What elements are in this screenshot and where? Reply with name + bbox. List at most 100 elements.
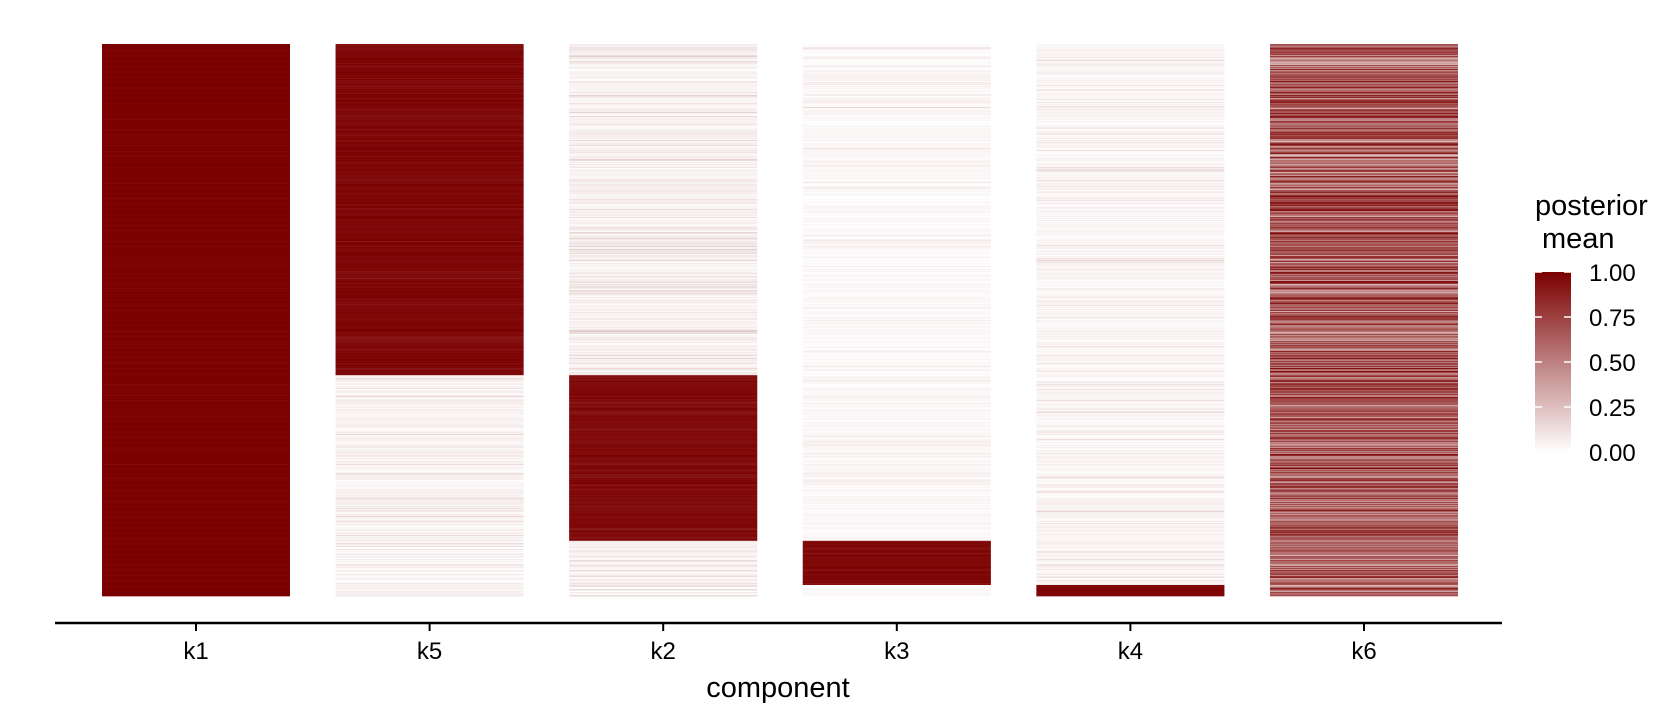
- heatmap-cell: [335, 211, 524, 213]
- heatmap-cell: [335, 575, 524, 576]
- heatmap-cell: [569, 192, 758, 194]
- heatmap-cell: [569, 493, 758, 495]
- heatmap-cell: [1036, 440, 1225, 442]
- heatmap-cell: [102, 411, 290, 413]
- heatmap-cell: [1036, 67, 1225, 69]
- heatmap-cell: [1036, 50, 1225, 52]
- heatmap-cell: [335, 435, 524, 437]
- heatmap-cell: [102, 74, 290, 76]
- heatmap-cell: [1036, 501, 1225, 502]
- heatmap-cell: [1036, 557, 1225, 559]
- heatmap-cell: [1036, 164, 1225, 166]
- heatmap-cell: [569, 242, 758, 244]
- heatmap-cell: [335, 475, 524, 477]
- heatmap-cell: [1036, 72, 1225, 74]
- heatmap-cell: [102, 90, 290, 92]
- heatmap-cell: [335, 260, 524, 262]
- heatmap-cell: [102, 117, 290, 119]
- heatmap-cell: [102, 73, 290, 75]
- heatmap-cell: [802, 455, 991, 457]
- heatmap-cell: [1036, 161, 1225, 163]
- heatmap-cell: [802, 440, 991, 442]
- heatmap-cell: [335, 240, 524, 242]
- heatmap-cell: [569, 249, 758, 251]
- heatmap-cell: [802, 150, 991, 152]
- heatmap-cell: [802, 498, 991, 500]
- heatmap-cell: [1036, 417, 1225, 419]
- heatmap-cell: [569, 358, 758, 360]
- heatmap-cell: [335, 466, 524, 468]
- heatmap-cell: [569, 534, 758, 536]
- heatmap-cell: [335, 92, 524, 94]
- heatmap-cell: [335, 173, 524, 175]
- heatmap-cell: [569, 249, 758, 251]
- heatmap-cell: [802, 349, 991, 351]
- heatmap-cell: [102, 540, 290, 542]
- heatmap-cell: [1036, 497, 1225, 499]
- heatmap-cell: [335, 479, 524, 481]
- heatmap-cell: [102, 104, 290, 106]
- heatmap-cell: [802, 533, 991, 534]
- heatmap-cell: [802, 284, 991, 286]
- heatmap-cell: [335, 241, 524, 242]
- heatmap-cell: [102, 63, 290, 65]
- heatmap-cell: [1036, 207, 1225, 209]
- heatmap-cell: [102, 392, 290, 394]
- heatmap-cell: [802, 572, 991, 574]
- heatmap-cell: [1036, 495, 1225, 497]
- heatmap-cell: [335, 342, 524, 343]
- heatmap-cell: [335, 84, 524, 86]
- heatmap-cell: [802, 170, 991, 172]
- heatmap-cell: [569, 99, 758, 101]
- heatmap-cell: [335, 198, 524, 200]
- heatmap-cell: [335, 223, 524, 225]
- heatmap-cell: [802, 135, 991, 136]
- heatmap-cell: [1036, 122, 1225, 124]
- heatmap-cell: [802, 279, 991, 281]
- heatmap-cell: [335, 410, 524, 412]
- heatmap-cell: [335, 309, 524, 311]
- heatmap-cell: [569, 80, 758, 82]
- heatmap-cell: [102, 308, 290, 310]
- heatmap-cell: [1036, 252, 1225, 253]
- heatmap-cell: [569, 91, 758, 93]
- heatmap-cell: [802, 464, 991, 466]
- heatmap-cell: [802, 551, 991, 553]
- heatmap-cell: [1036, 182, 1225, 183]
- heatmap-cell: [102, 313, 290, 315]
- heatmap-cell: [102, 529, 290, 531]
- heatmap-cell: [569, 164, 758, 166]
- heatmap-cell: [335, 493, 524, 495]
- heatmap-cell: [335, 267, 524, 269]
- heatmap-cell: [569, 287, 758, 289]
- heatmap-cell: [335, 296, 524, 298]
- heatmap-cell: [335, 373, 524, 375]
- heatmap-cell: [335, 214, 524, 216]
- heatmap-cell: [102, 290, 290, 292]
- heatmap-cell: [802, 321, 991, 323]
- heatmap-cell: [802, 388, 991, 390]
- heatmap-cell: [1036, 455, 1225, 457]
- heatmap-cell: [1036, 483, 1225, 485]
- heatmap-cell: [569, 248, 758, 250]
- heatmap-cell: [1036, 238, 1225, 240]
- heatmap-cell: [569, 507, 758, 509]
- heatmap-cell: [1036, 375, 1225, 377]
- heatmap-cell: [569, 357, 758, 359]
- heatmap-cell: [569, 412, 758, 414]
- heatmap-cell: [569, 90, 758, 92]
- heatmap-cell: [569, 577, 758, 579]
- heatmap-cell: [1036, 241, 1225, 243]
- heatmap-cell: [1036, 227, 1225, 229]
- heatmap-cell: [1036, 424, 1225, 426]
- heatmap-cell: [569, 451, 758, 453]
- heatmap-cell: [1036, 210, 1225, 212]
- heatmap-cell: [1036, 431, 1225, 433]
- heatmap-cell: [802, 405, 991, 406]
- heatmap-cell: [335, 424, 524, 426]
- heatmap-cell: [1036, 184, 1225, 186]
- heatmap-cell: [569, 215, 758, 217]
- heatmap-cell: [802, 280, 991, 282]
- heatmap-cell: [802, 180, 991, 182]
- heatmap-cell: [102, 424, 290, 426]
